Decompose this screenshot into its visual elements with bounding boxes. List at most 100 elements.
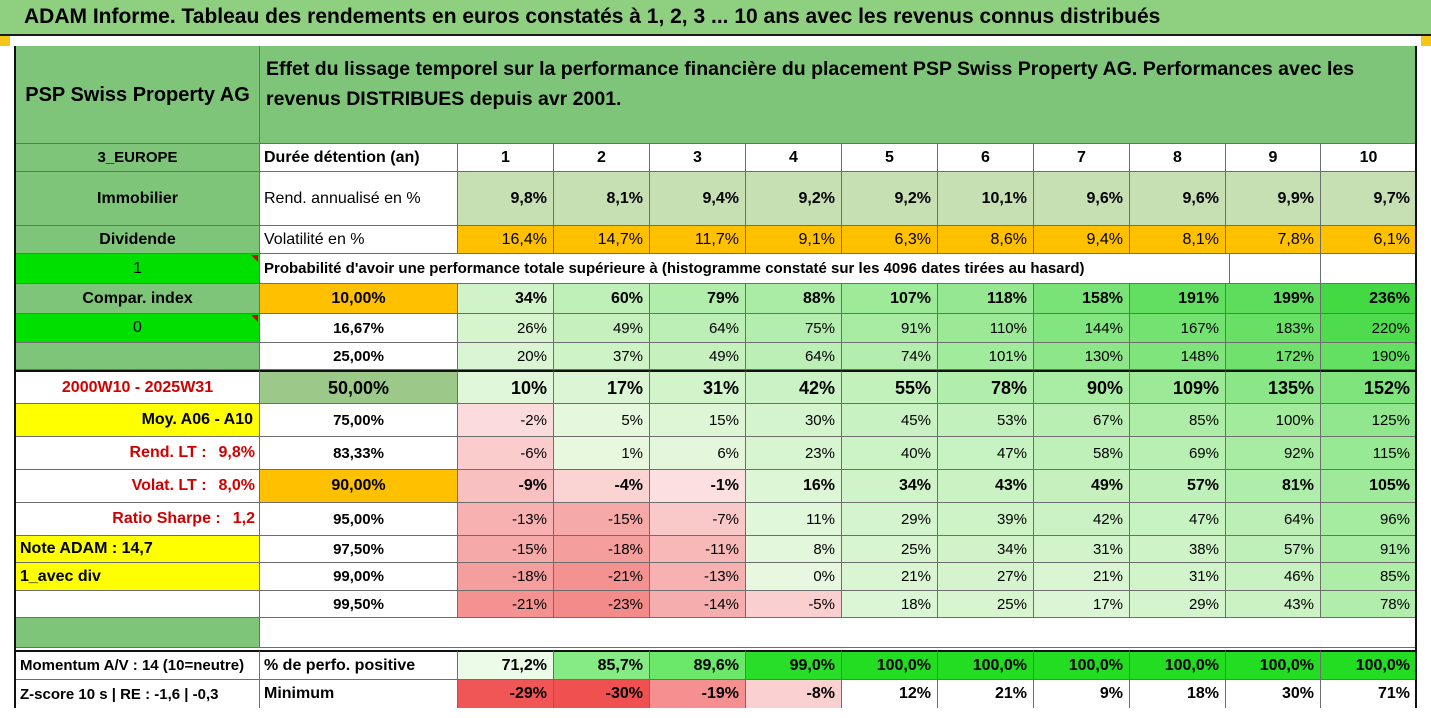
performance-cell: 29% (1130, 591, 1226, 618)
report-title: ADAM Informe. Tableau des rendements en … (0, 0, 1431, 36)
performance-cell: 10% (458, 370, 554, 404)
minimum-cell: 12% (842, 680, 938, 708)
minimum-cell: -29% (458, 680, 554, 708)
performance-cell: 183% (1226, 314, 1321, 343)
performance-cell: 17% (554, 370, 650, 404)
performance-cell: 91% (1321, 536, 1415, 563)
year-header: 9 (1226, 144, 1321, 172)
probability-threshold: 10,00% (260, 284, 458, 314)
performance-cell: 23% (746, 437, 842, 470)
performance-cell: 90% (1034, 370, 1130, 404)
performance-cell: -2% (458, 404, 554, 437)
performance-cell: 46% (1226, 563, 1321, 591)
compar-index-label: Compar. index (16, 284, 260, 314)
minimum-cell: 30% (1226, 680, 1321, 708)
performance-cell: 110% (938, 314, 1034, 343)
probability-threshold: 75,00% (260, 404, 458, 437)
performance-cell: 49% (554, 314, 650, 343)
performance-cell: -21% (458, 591, 554, 618)
performance-cell: -6% (458, 437, 554, 470)
long-term-volatility: Volat. LT : 8,0% (16, 470, 260, 503)
probability-threshold: 90,00% (260, 470, 458, 503)
performance-cell: -18% (458, 563, 554, 591)
annual-return-cell: 9,2% (842, 172, 938, 226)
period-label: 2000W10 - 2025W31 (16, 370, 260, 404)
performance-cell: 30% (746, 404, 842, 437)
performance-cell: -18% (554, 536, 650, 563)
performance-cell: 15% (650, 404, 746, 437)
year-header: 3 (650, 144, 746, 172)
blank-label-cell (16, 343, 260, 370)
comment-marker-icon (251, 255, 258, 262)
performance-cell: 40% (842, 437, 938, 470)
performance-cell: 167% (1130, 314, 1226, 343)
performance-cell: 49% (650, 343, 746, 370)
performance-cell: 105% (1321, 470, 1415, 503)
performance-cell: 199% (1226, 284, 1321, 314)
performance-cell: -11% (650, 536, 746, 563)
positive-share-cell: 89,6% (650, 650, 746, 680)
performance-cell: 25% (938, 591, 1034, 618)
annual-return-cell: 9,2% (746, 172, 842, 226)
region-label: 3_EUROPE (16, 144, 260, 172)
performance-cell: -15% (458, 536, 554, 563)
probability-threshold: 83,33% (260, 437, 458, 470)
performance-cell: 47% (938, 437, 1034, 470)
momentum-label: Momentum A/V : 14 (10=neutre) (16, 650, 260, 680)
annual-return-cell: 9,8% (458, 172, 554, 226)
performance-cell: -4% (554, 470, 650, 503)
year-header: 2 (554, 144, 650, 172)
sharpe-ratio-label: Ratio Sharpe : (112, 510, 221, 527)
performance-cell: 220% (1321, 314, 1415, 343)
performance-cell: 47% (1130, 503, 1226, 536)
performance-cell: 109% (1130, 370, 1226, 404)
annual-return-cell: 9,7% (1321, 172, 1415, 226)
performance-cell: 0% (746, 563, 842, 591)
performance-cell: 91% (842, 314, 938, 343)
performance-cell: 57% (1130, 470, 1226, 503)
probability-threshold: 95,00% (260, 503, 458, 536)
duration-label: Durée détention (an) (260, 144, 458, 172)
positive-share-cell: 85,7% (554, 650, 650, 680)
annual-return-cell: 9,4% (650, 172, 746, 226)
performance-cell: 20% (458, 343, 554, 370)
performance-cell: 92% (1226, 437, 1321, 470)
performance-cell: 31% (650, 370, 746, 404)
positive-share-cell: 100,0% (938, 650, 1034, 680)
performance-cell: 39% (938, 503, 1034, 536)
minimum-cell: 18% (1130, 680, 1226, 708)
zscore-label: Z-score 10 s | RE : -1,6 | -0,3 (16, 680, 260, 708)
year-header: 10 (1321, 144, 1415, 172)
positive-share-cell: 100,0% (842, 650, 938, 680)
probability-threshold: 50,00% (260, 370, 458, 404)
performance-cell: 11% (746, 503, 842, 536)
performance-cell: 152% (1321, 370, 1415, 404)
performance-cell: 31% (1130, 563, 1226, 591)
sector-label: Immobilier (16, 172, 260, 226)
performance-cell: 135% (1226, 370, 1321, 404)
performance-table: PSP Swiss Property AG 3_EUROPE Immobilier D… (14, 46, 1417, 708)
performance-cell: 8% (746, 536, 842, 563)
performance-cell: -7% (650, 503, 746, 536)
performance-cell: 78% (1321, 591, 1415, 618)
performance-cell: -5% (746, 591, 842, 618)
performance-cell: 107% (842, 284, 938, 314)
probability-threshold: 97,50% (260, 536, 458, 563)
sharpe-ratio-value: 1,2 (232, 510, 255, 527)
blank-row (260, 618, 1415, 648)
probability-threshold: 99,00% (260, 563, 458, 591)
performance-cell: 55% (842, 370, 938, 404)
performance-cell: 158% (1034, 284, 1130, 314)
income-type-label: Dividende (16, 226, 260, 254)
annual-return-cell: 10,1% (938, 172, 1034, 226)
performance-cell: 58% (1034, 437, 1130, 470)
performance-cell: 67% (1034, 404, 1130, 437)
performance-cell: 130% (1034, 343, 1130, 370)
volatility-cell: 6,1% (1321, 226, 1415, 254)
performance-cell: 42% (746, 370, 842, 404)
performance-cell: 16% (746, 470, 842, 503)
volatility-cell: 9,4% (1034, 226, 1130, 254)
long-term-volatility-label: Volat. LT : (131, 477, 207, 494)
performance-cell: 42% (1034, 503, 1130, 536)
performance-cell: 85% (1321, 563, 1415, 591)
